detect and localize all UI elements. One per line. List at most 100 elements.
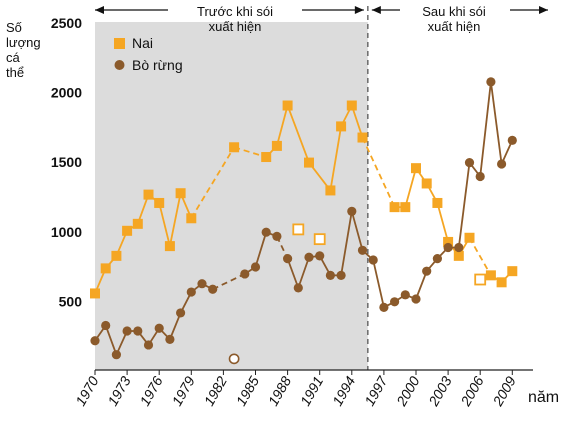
nai-point — [154, 197, 165, 208]
nai-point — [304, 157, 314, 168]
bo-rung-point — [143, 340, 154, 350]
legend-label-nai: Nai — [132, 35, 154, 51]
arrowhead-after-right — [539, 6, 548, 14]
series-1-segment — [490, 81, 503, 165]
legend — [114, 38, 125, 70]
y-tick-label: 1500 — [51, 154, 82, 170]
bo-rung-point — [464, 157, 475, 168]
x-tick-label: 1985 — [233, 373, 263, 408]
nai-point — [346, 100, 357, 111]
bo-rung-point — [186, 287, 196, 297]
nai-point — [325, 185, 336, 196]
x-tick-label: 1991 — [297, 374, 326, 409]
nai-point — [271, 140, 282, 151]
bo-rung-point — [283, 254, 293, 264]
series-0-segment — [329, 126, 342, 191]
bo-rung-point — [208, 284, 218, 294]
nai-point — [90, 288, 100, 299]
bo-rung-point — [250, 262, 261, 272]
bo-rung-point — [240, 269, 250, 279]
bo-rung-point — [197, 279, 207, 289]
bo-rung-point — [357, 245, 368, 255]
nai-point — [421, 178, 432, 189]
series-0-segment — [468, 237, 492, 276]
nai-point — [443, 236, 454, 247]
nai-point — [432, 197, 443, 208]
bo-rung-point — [443, 242, 453, 253]
nai-point — [453, 250, 464, 261]
bo-rung-point — [176, 308, 186, 318]
series-0-segment — [436, 202, 449, 243]
nai-point — [292, 223, 305, 236]
series-1-segment — [297, 256, 310, 289]
nai-point — [175, 188, 186, 199]
bo-rung-point — [133, 326, 143, 336]
bo-rung-point — [422, 266, 432, 276]
series-1-segment — [479, 81, 492, 177]
series-0-segment — [169, 193, 182, 247]
y-tick-label: 1000 — [51, 224, 82, 240]
bo-rung-point — [400, 290, 410, 300]
x-tick-label: 1970 — [72, 373, 102, 408]
x-tick-label: 2003 — [425, 373, 455, 409]
bo-rung-point — [228, 353, 240, 365]
nai-point — [411, 163, 421, 174]
bo-rung-point — [390, 297, 400, 307]
series-0-segment — [361, 137, 396, 208]
series-0-segment — [276, 105, 289, 147]
arrowhead-before-left — [95, 6, 104, 14]
bo-rung-point — [411, 294, 421, 304]
x-tick-label: 2000 — [393, 373, 423, 409]
nai-point — [229, 142, 240, 153]
bo-rung-point — [261, 227, 271, 237]
bo-rung-point — [293, 283, 303, 293]
x-axis-label: năm — [528, 389, 560, 406]
nai-point — [507, 266, 518, 277]
x-tick-label: 1997 — [361, 372, 391, 408]
bo-rung-point — [315, 251, 325, 261]
period-label-before: Trước khi sói xuất hiện — [197, 4, 273, 34]
nai-point — [164, 241, 175, 252]
y-axis-label: Số lượng cá thể — [6, 20, 41, 80]
nai-point — [100, 263, 111, 274]
y-tick-labels: 500 1000 1500 2000 2500 — [51, 15, 82, 309]
series-1-segment — [286, 258, 300, 289]
series-1-segment — [212, 273, 246, 291]
bo-rung-point — [101, 320, 111, 331]
nai-point — [464, 232, 475, 243]
nai-point — [485, 270, 496, 281]
bo-rung-point — [90, 336, 100, 346]
bo-rung-point — [432, 254, 442, 264]
bo-rung-point — [454, 242, 464, 253]
legend-marker-bo-rung — [114, 60, 125, 70]
bo-rung-point — [497, 159, 507, 169]
x-tick-label: 1976 — [136, 373, 166, 408]
nai-point — [400, 202, 411, 213]
series-1-segment — [340, 211, 353, 276]
nai-point — [261, 152, 272, 163]
x-tick-label: 1994 — [329, 373, 359, 408]
series-0-segment — [404, 167, 417, 208]
y-tick-label: 2000 — [51, 85, 82, 101]
bo-rung-point — [347, 206, 357, 216]
nai-point — [186, 213, 197, 224]
series-1-segment — [415, 270, 428, 300]
series-0-segment — [233, 146, 267, 158]
bo-rung-point — [507, 135, 517, 145]
nai-point — [389, 202, 400, 213]
nai-point — [132, 218, 143, 229]
nai-point — [496, 277, 507, 288]
nai-point — [336, 121, 347, 132]
x-tick-label: 2009 — [489, 373, 519, 409]
x-tick-labels: 1970 1973 1976 1979 1982 1985 1988 1991 1994 1997… — [72, 370, 519, 409]
series-0-segment — [350, 105, 364, 138]
shaded-period-before — [95, 22, 368, 370]
nai-point — [357, 132, 368, 143]
bo-rung-point — [304, 252, 314, 262]
bo-rung-point — [379, 302, 389, 312]
series-0-segment — [190, 146, 235, 219]
bo-rung-point — [111, 350, 121, 360]
x-tick-label: 1979 — [168, 373, 198, 408]
period-label-after: Sau khi sói xuất hiện — [422, 4, 486, 34]
series-1-segment — [169, 312, 182, 340]
